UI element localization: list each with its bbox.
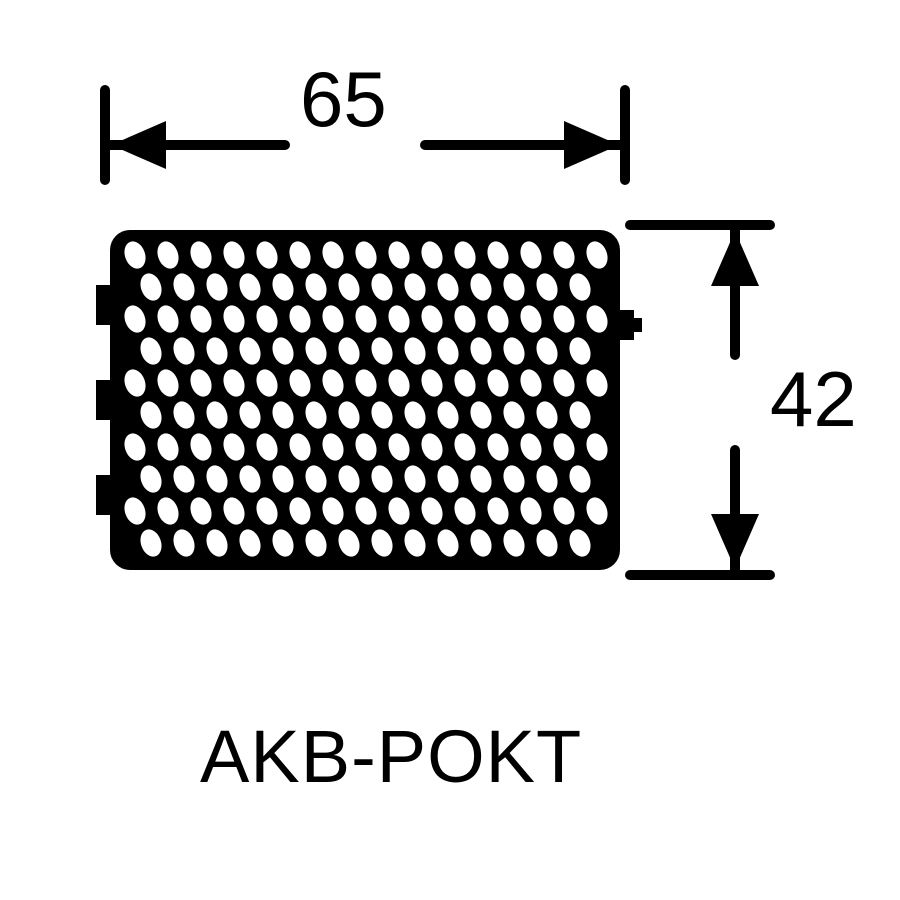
drawing-canvas: 65 42 AKB-POKT <box>0 0 900 900</box>
part-label: AKB-POKT <box>200 720 582 794</box>
width-dimension-label: 65 <box>300 60 387 138</box>
height-dimension-label: 42 <box>770 360 857 438</box>
